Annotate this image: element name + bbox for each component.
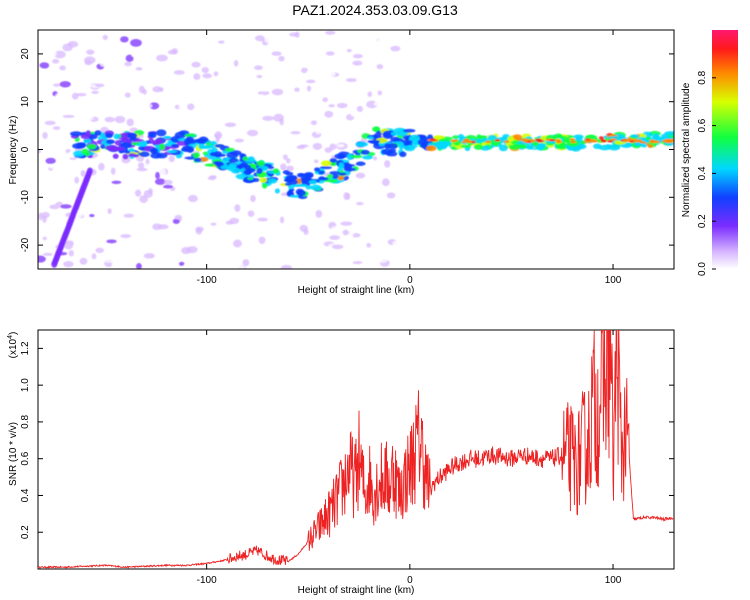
x-tick-label: 100 (605, 275, 622, 286)
y-exponent-base: (x10 (8, 338, 19, 358)
svg-text:(x104): (x104) (7, 332, 19, 359)
y-tick-label: 20 (20, 48, 31, 60)
y-exponent-power: 4 (7, 335, 14, 339)
x-tick-label: 100 (605, 575, 622, 586)
y-tick-label: -20 (20, 237, 31, 252)
y-tick-label: 0 (20, 146, 31, 152)
y-tick-label: 1.0 (20, 378, 31, 392)
snr-series-line (38, 330, 674, 569)
y-tick-label: 10 (20, 96, 31, 108)
colorbar: 0.0 0.2 0.4 0.6 0.8 Normalized spectral ampl… (681, 30, 738, 276)
snr-ylabel: SNR (10 * v/v) (8, 422, 19, 486)
colorbar-label: Normalized spectral amplitude (681, 82, 692, 217)
spectrogram-image (38, 30, 674, 269)
snr-xlabel: Height of straight line (km) (298, 585, 415, 596)
colorbar-tick-label: 0.0 (697, 262, 708, 276)
y-tick-label: 0.8 (20, 415, 31, 429)
y-tick-label: 0.2 (20, 525, 31, 539)
x-tick-label: -100 (197, 575, 217, 586)
spectrogram-xlabel: Height of straight line (km) (298, 285, 415, 296)
colorbar-tick-label: 0.2 (697, 214, 708, 228)
y-tick-label: -10 (20, 190, 31, 205)
page-title: PAZ1.2024.353.03.09.G13 (292, 2, 458, 18)
y-tick-label: 0.6 (20, 451, 31, 465)
x-tick-label: 0 (407, 575, 413, 586)
colorbar-tick-label: 0.4 (697, 166, 708, 180)
x-tick-label: 0 (407, 275, 413, 286)
snr-plot: -100 0 100 0.2 0.4 0.6 0.8 1.0 1.2 Height of str… (7, 329, 675, 596)
x-tick-label: -100 (197, 275, 217, 286)
y-exponent-label: (x104) (7, 332, 19, 359)
spectrogram-ylabel: Frequency (Hz) (8, 116, 19, 185)
y-tick-label: 0.4 (20, 488, 31, 502)
colorbar-tick-label: 0.8 (697, 70, 708, 84)
y-tick-label: 1.2 (20, 341, 31, 355)
colorbar-tick-label: 0.6 (697, 118, 708, 132)
colorbar-gradient (712, 30, 738, 269)
